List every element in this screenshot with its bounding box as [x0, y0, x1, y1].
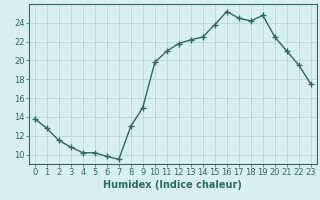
X-axis label: Humidex (Indice chaleur): Humidex (Indice chaleur) — [103, 180, 242, 190]
